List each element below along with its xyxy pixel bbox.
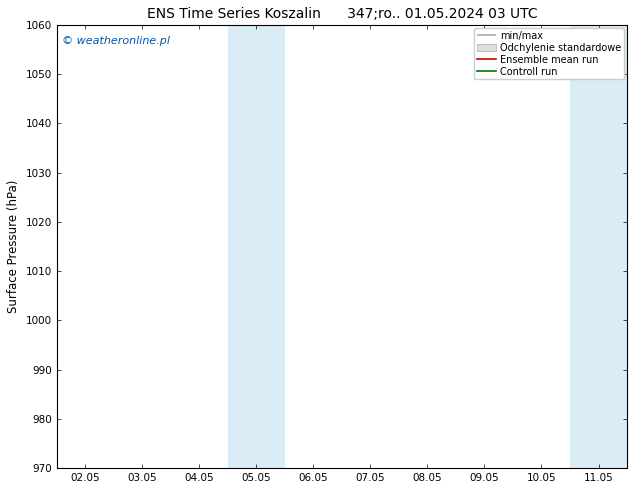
Text: © weatheronline.pl: © weatheronline.pl bbox=[62, 36, 171, 46]
Legend: min/max, Odchylenie standardowe, Ensemble mean run, Controll run: min/max, Odchylenie standardowe, Ensembl… bbox=[474, 28, 624, 79]
Bar bbox=[570, 25, 627, 468]
Y-axis label: Surface Pressure (hPa): Surface Pressure (hPa) bbox=[7, 180, 20, 313]
Title: ENS Time Series Koszalin      347;ro.. 01.05.2024 03 UTC: ENS Time Series Koszalin 347;ro.. 01.05.… bbox=[146, 7, 537, 21]
Bar bbox=[228, 25, 285, 468]
